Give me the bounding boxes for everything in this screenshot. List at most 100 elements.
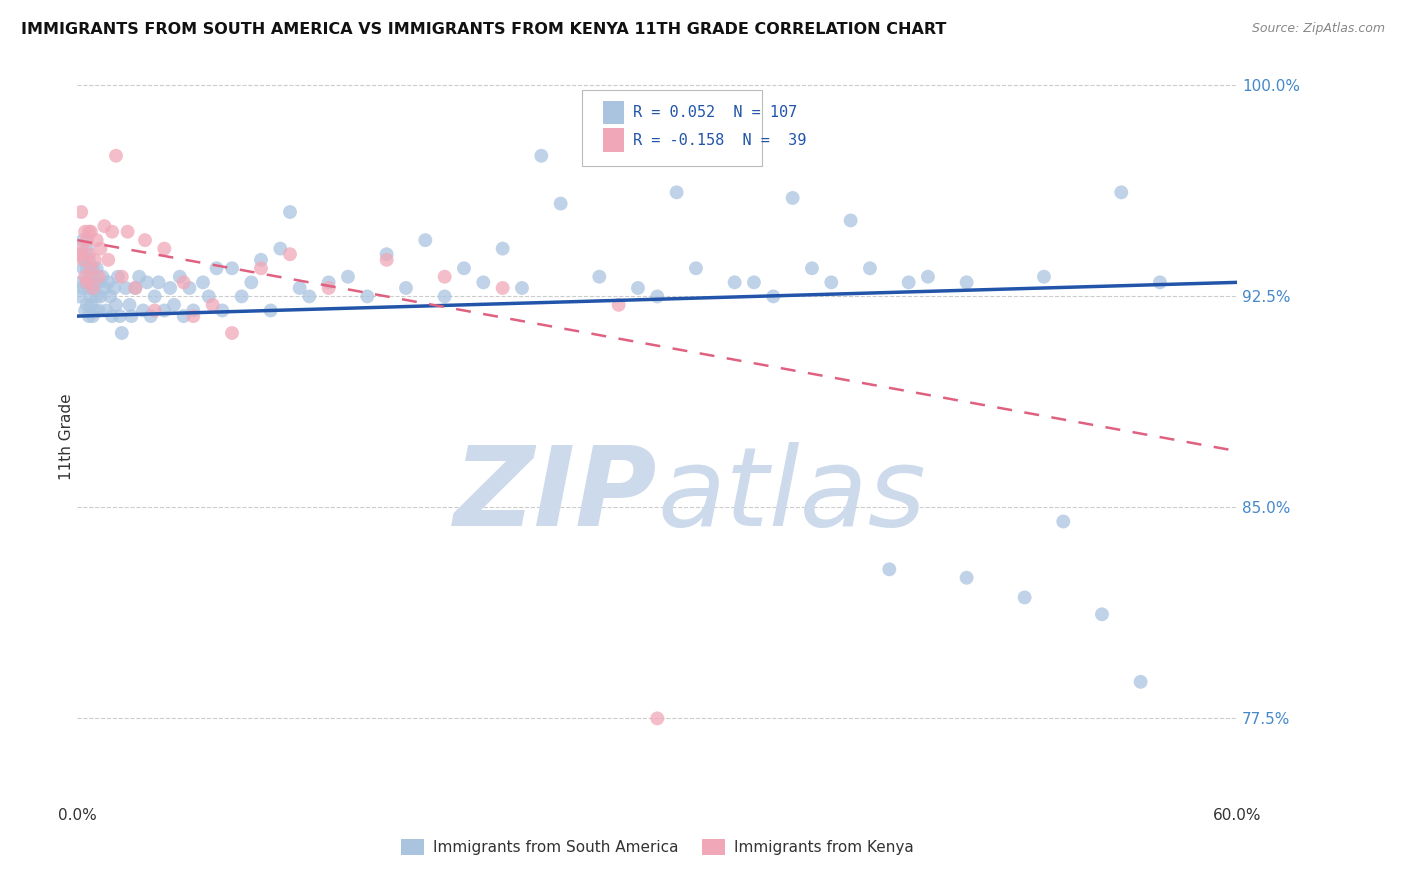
Point: [318, 281, 340, 295]
Point: [472, 276, 495, 290]
Point: [117, 225, 139, 239]
Point: [101, 225, 124, 239]
Point: [211, 303, 233, 318]
Point: [607, 298, 630, 312]
Point: [897, 276, 920, 290]
Point: [413, 233, 436, 247]
Point: [221, 261, 243, 276]
Point: [278, 247, 301, 261]
Point: [114, 281, 136, 295]
Point: [356, 289, 378, 303]
Point: [433, 269, 456, 284]
Point: [108, 309, 131, 323]
Point: [82, 309, 104, 323]
Point: [105, 298, 127, 312]
Point: [278, 205, 301, 219]
Point: [169, 269, 191, 284]
Point: [685, 261, 707, 276]
Point: [75, 303, 96, 318]
Point: [201, 298, 224, 312]
Point: [72, 261, 94, 276]
Point: [76, 261, 98, 276]
Point: [153, 303, 176, 318]
Point: [782, 191, 804, 205]
Point: [205, 261, 228, 276]
Point: [1033, 269, 1056, 284]
Point: [80, 298, 103, 312]
Point: [87, 303, 110, 318]
Point: [1111, 186, 1133, 200]
Point: [159, 281, 181, 295]
Point: [77, 247, 100, 261]
Point: [72, 233, 94, 247]
Point: [510, 281, 533, 295]
Point: [82, 281, 104, 295]
Point: [87, 269, 110, 284]
Point: [647, 711, 669, 725]
Point: [76, 276, 98, 290]
Point: [96, 303, 118, 318]
Point: [80, 289, 103, 303]
Point: [179, 281, 201, 295]
Text: atlas: atlas: [658, 442, 927, 549]
Point: [163, 298, 186, 312]
Point: [105, 149, 127, 163]
Point: [83, 252, 105, 267]
Point: [1129, 674, 1152, 689]
Point: [724, 276, 747, 290]
Point: [103, 281, 125, 295]
Point: [82, 261, 104, 276]
Point: [75, 225, 96, 239]
Point: [550, 196, 572, 211]
Point: [76, 242, 98, 256]
Point: [375, 247, 398, 261]
Point: [956, 276, 979, 290]
Point: [70, 205, 93, 219]
Point: [67, 247, 90, 261]
Point: [588, 269, 610, 284]
Point: [76, 276, 98, 290]
Point: [76, 233, 98, 247]
Point: [80, 261, 103, 276]
Point: [111, 269, 134, 284]
Point: [250, 261, 273, 276]
Point: [395, 281, 418, 295]
Point: [240, 276, 263, 290]
Y-axis label: 11th Grade: 11th Grade: [59, 393, 73, 481]
Point: [337, 269, 360, 284]
Point: [298, 289, 321, 303]
Point: [90, 242, 111, 256]
Point: [82, 281, 104, 295]
Point: [839, 213, 862, 227]
FancyBboxPatch shape: [603, 101, 624, 124]
Point: [76, 298, 98, 312]
Point: [1014, 591, 1036, 605]
Point: [93, 219, 115, 233]
Point: [153, 242, 176, 256]
Point: [183, 309, 205, 323]
Point: [83, 303, 105, 318]
Point: [75, 269, 96, 284]
Point: [647, 289, 669, 303]
Point: [820, 276, 842, 290]
Point: [917, 269, 939, 284]
Point: [98, 289, 121, 303]
Point: [107, 269, 129, 284]
Point: [231, 289, 253, 303]
Point: [124, 281, 146, 295]
Point: [83, 276, 105, 290]
Text: R = 0.052  N = 107: R = 0.052 N = 107: [633, 105, 797, 120]
Point: [75, 252, 96, 267]
Point: [1091, 607, 1114, 622]
Point: [1052, 515, 1074, 529]
Point: [77, 281, 100, 295]
FancyBboxPatch shape: [603, 128, 624, 152]
Point: [173, 309, 195, 323]
Point: [132, 303, 155, 318]
Point: [87, 276, 110, 290]
Point: [260, 303, 283, 318]
Point: [318, 276, 340, 290]
Point: [86, 261, 108, 276]
Point: [433, 289, 456, 303]
Point: [956, 571, 979, 585]
